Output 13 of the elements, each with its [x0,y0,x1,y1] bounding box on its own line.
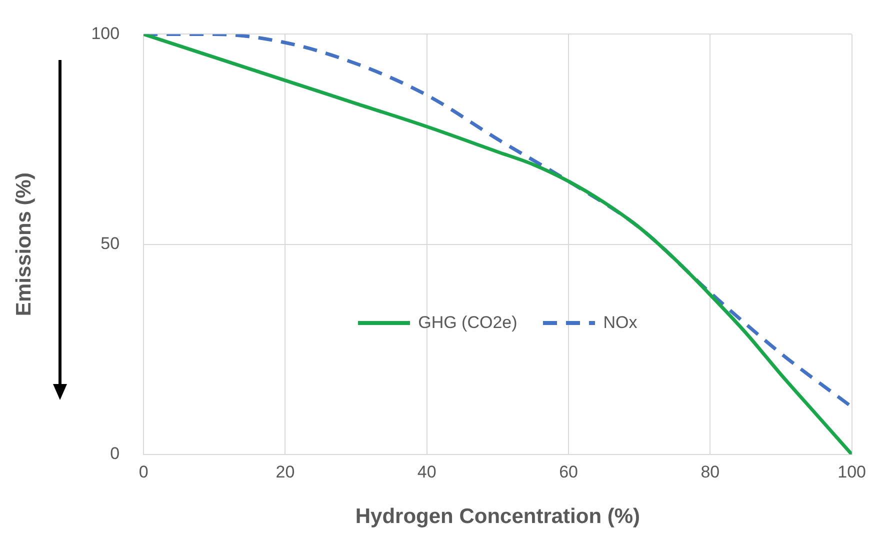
y-tick-label: 50 [100,234,120,253]
x-tick-label: 100 [838,462,866,482]
x-tick-label: 40 [417,462,436,482]
legend-label: NOx [603,313,638,334]
y-tick-label: 100 [91,24,120,43]
x-axis-title: Hydrogen Concentration (%) [355,505,640,528]
x-tick-label: 0 [138,462,148,482]
x-tick-label: 80 [700,462,720,482]
y-axis-title: Emissions (%) [12,172,36,316]
x-tick-label: 20 [276,462,295,482]
x-tick-label: 60 [559,462,578,482]
y-tick-label: 0 [110,444,120,464]
legend-label: GHG (CO2e) [418,313,518,334]
